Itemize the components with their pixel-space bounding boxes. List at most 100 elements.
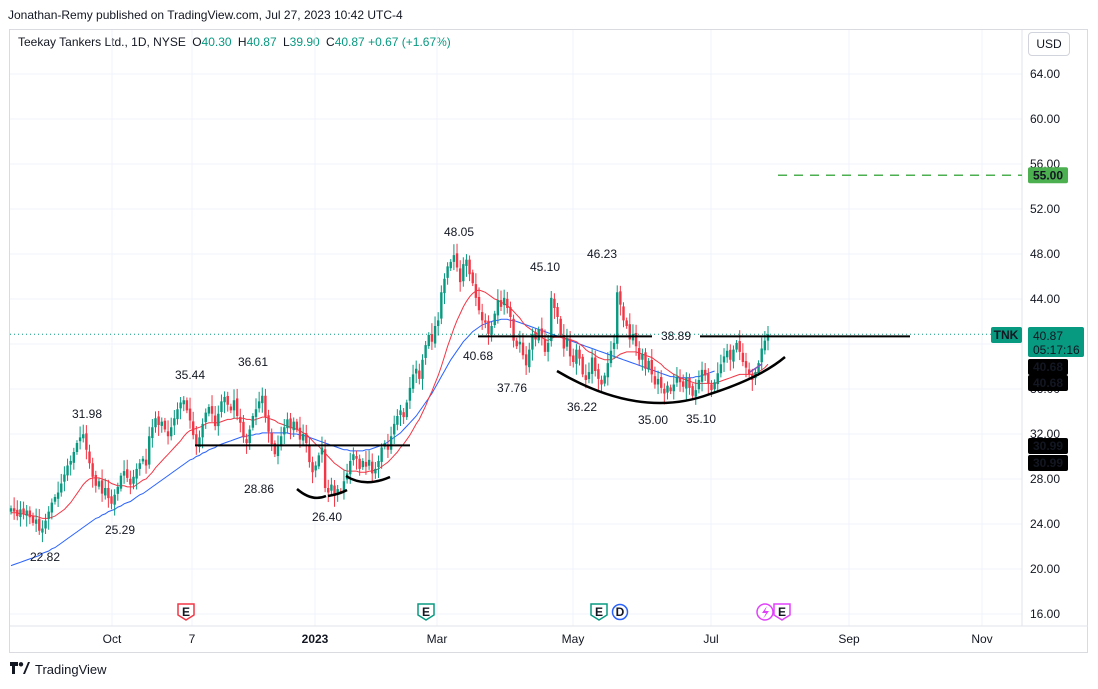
candle	[345, 463, 349, 484]
candle	[144, 448, 148, 474]
candle	[204, 408, 207, 429]
level-tag-bg	[1028, 167, 1068, 184]
candle-body	[710, 384, 713, 391]
candle	[581, 354, 584, 378]
candle-body	[195, 434, 198, 446]
candle	[75, 440, 79, 455]
candle-body	[584, 375, 588, 380]
candle	[151, 419, 154, 448]
symbol-name: Teekay Tankers Ltd., 1D, NYSE	[18, 35, 186, 49]
candle-body	[691, 386, 694, 396]
candle	[678, 369, 682, 392]
close-label: C	[326, 35, 335, 49]
candle-body	[685, 377, 688, 389]
candle	[572, 348, 575, 368]
candle-body	[490, 326, 493, 335]
candle	[380, 443, 383, 469]
last-price-value: 40.87	[1033, 329, 1063, 343]
candle-body	[565, 338, 569, 347]
currency-button[interactable]: USD	[1028, 32, 1070, 56]
candle	[113, 489, 116, 516]
candle	[122, 460, 126, 484]
candle	[408, 376, 412, 409]
candle	[129, 470, 132, 495]
candle-body	[556, 307, 559, 317]
candle-body	[132, 476, 135, 484]
candle	[707, 368, 710, 395]
candle	[553, 293, 556, 319]
candle	[126, 459, 129, 483]
earnings-marker-shape	[417, 603, 435, 621]
candle	[355, 450, 358, 470]
candle-body	[226, 395, 229, 405]
level-tag-value: 55.00	[1033, 168, 1063, 182]
candle	[556, 302, 559, 324]
price-annotation: 31.98	[72, 407, 102, 421]
candle	[198, 430, 201, 453]
drawings	[10, 174, 1022, 500]
candle-body	[509, 307, 512, 317]
candle	[502, 289, 506, 315]
candle-body	[480, 312, 484, 321]
price-annotation: 38.89	[661, 329, 691, 343]
candle-body	[393, 423, 396, 435]
level-tag-bg	[1028, 375, 1068, 391]
candle-body	[355, 456, 358, 459]
candle-body	[94, 474, 98, 486]
candle-body	[31, 515, 35, 523]
candle-body	[597, 369, 600, 379]
candle	[396, 409, 399, 431]
price-annotation: 46.23	[587, 247, 617, 261]
candle	[179, 396, 182, 420]
candle	[719, 354, 723, 378]
candle	[82, 424, 85, 443]
candle	[53, 494, 57, 505]
candle	[458, 260, 462, 292]
price-annotation: 26.40	[312, 510, 342, 524]
event-marker-label: E	[182, 605, 190, 619]
candle-body	[342, 481, 346, 492]
candle	[471, 269, 474, 287]
earnings-marker-shape	[590, 603, 608, 621]
candle-body	[257, 401, 261, 409]
candle	[512, 314, 515, 348]
candle-body	[305, 433, 308, 443]
candle	[270, 428, 273, 451]
candle-body	[531, 333, 534, 350]
candle	[449, 259, 452, 271]
candle-body	[56, 492, 60, 499]
level-tag-value: 40.68	[1033, 360, 1063, 374]
candle	[213, 405, 217, 431]
candle-body	[100, 480, 104, 494]
candle-body	[248, 429, 251, 443]
cup-arc-2	[327, 488, 348, 498]
candle	[656, 370, 660, 395]
candle-body	[198, 437, 201, 448]
candle	[465, 254, 468, 277]
candle	[69, 455, 72, 476]
candle	[647, 358, 650, 373]
x-tick-label: Mar	[427, 632, 448, 646]
candle	[323, 439, 327, 493]
candle	[9, 505, 13, 515]
event-marker: D	[611, 603, 629, 621]
event-marker-label: E	[778, 605, 786, 619]
y-tick-label: 24.00	[1030, 517, 1060, 531]
candle-body	[430, 334, 434, 342]
candle	[207, 404, 211, 417]
candle	[97, 478, 101, 490]
candle	[100, 469, 104, 502]
candle-body	[732, 349, 735, 362]
candle-body	[169, 427, 173, 437]
annotations: 22.82 31.98 25.29 35.44 36.61 28.86 26.40 48.05…	[30, 225, 716, 564]
candle-body	[157, 416, 160, 425]
candle	[276, 435, 280, 465]
candle-body	[436, 320, 440, 326]
candle	[480, 303, 484, 330]
candle-body	[638, 348, 641, 360]
time-axis[interactable]: Oct 7 2023 Mar May Jul Sep Nov	[103, 632, 993, 646]
candle	[666, 381, 669, 400]
candle	[452, 244, 456, 271]
